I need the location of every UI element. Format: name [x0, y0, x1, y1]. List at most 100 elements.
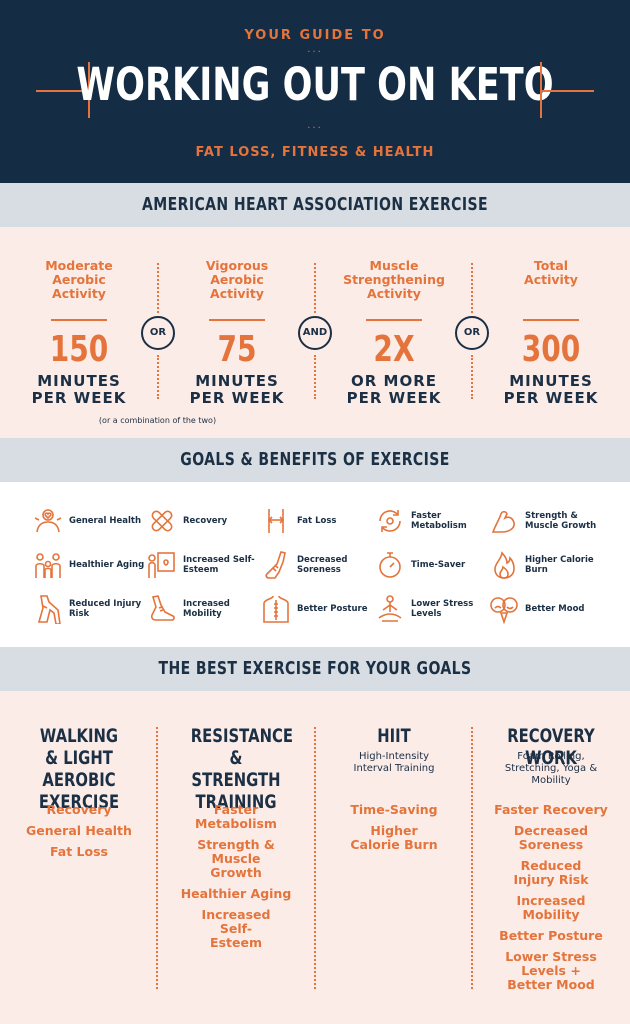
goal-label: Increased Mobility: [183, 599, 230, 619]
goal-item: Strength & Muscle Growth: [489, 506, 609, 536]
aha-label: Muscle Strengthening Activity: [343, 258, 445, 301]
best-item: General Health: [26, 823, 132, 838]
bandage-icon: [151, 510, 173, 532]
section-bar-goals: GOALS & BENEFITS OF EXERCISE: [0, 438, 630, 482]
goal-item: Decreased Soreness: [261, 550, 381, 580]
column-divider: [157, 263, 159, 313]
goal-label: Recovery: [183, 516, 228, 526]
best-column-subtitle: High-Intensity Interval Training: [353, 751, 435, 774]
column-divider: [471, 727, 473, 989]
connector-or-badge: OR: [141, 316, 175, 350]
knee-icon: [37, 595, 61, 624]
connector-and-badge: AND: [298, 316, 332, 350]
combination-note: (or a combination of the two): [98, 416, 217, 425]
goal-item: Reduced Injury Risk: [33, 594, 153, 624]
section-heading-goals: GOALS & BENEFITS OF EXERCISE: [180, 449, 450, 470]
stopwatch-icon: [379, 552, 401, 578]
aha-unit: MINUTES PER WEEK: [189, 372, 285, 407]
aha-label: Moderate Aerobic Activity: [45, 258, 113, 301]
best-item: Increased Mobility: [516, 893, 586, 922]
best-column-list: Faster Metabolism Strength & Muscle Grow…: [158, 803, 314, 957]
goal-label: Healthier Aging: [69, 560, 145, 570]
section-heading-best: THE BEST EXERCISE FOR YOUR GOALS: [158, 658, 472, 679]
aha-unit: MINUTES PER WEEK: [31, 372, 127, 407]
goals-benefits-grid: General Health Recovery Fat Loss Faster …: [0, 482, 630, 647]
faces-icon: [490, 597, 518, 624]
goal-label: Lower Stress Levels: [411, 599, 474, 619]
column-divider: [156, 727, 158, 989]
goal-label: Faster Metabolism: [411, 511, 467, 531]
column-divider: [314, 727, 316, 989]
section-bar-aha: AMERICAN HEART ASSOCIATION EXERCISE RECO…: [0, 183, 630, 259]
best-column-title: HIIT: [377, 725, 411, 747]
best-column-list: Recovery General Health Fat Loss: [1, 803, 157, 866]
header-tick-left: [88, 62, 90, 118]
goal-item: Healthier Aging: [33, 550, 153, 580]
best-column-title: RECOVERY WORK: [507, 725, 595, 769]
header-rule-left: [36, 90, 88, 92]
best-item: Higher Calorie Burn: [350, 823, 438, 852]
goal-label: General Health: [69, 516, 142, 526]
goal-label: Strength & Muscle Growth: [525, 511, 597, 531]
shoe-icon: [150, 595, 175, 621]
best-item: Faster Recovery: [494, 802, 608, 817]
best-item: Lower Stress Levels + Better Mood: [505, 949, 597, 992]
aha-unit: MINUTES PER WEEK: [503, 372, 599, 407]
aha-value: 300: [521, 329, 581, 370]
goal-item: Better Posture: [261, 594, 381, 624]
header-dots-bottom: ...: [307, 120, 323, 131]
aha-underline: [209, 319, 265, 321]
goal-label: Higher Calorie Burn: [525, 555, 594, 575]
best-column-title: RESISTANCE & STRENGTH TRAINING: [190, 725, 293, 813]
best-item: Fat Loss: [49, 844, 108, 859]
column-divider: [314, 355, 316, 399]
section-bar-best: THE BEST EXERCISE FOR YOUR GOALS: [0, 647, 630, 691]
goal-label: Reduced Injury Risk: [69, 599, 142, 619]
column-divider: [314, 263, 316, 313]
leg-icon: [265, 551, 286, 579]
best-item: Strength & Muscle Growth: [197, 837, 275, 880]
best-item: Better Posture: [499, 928, 603, 943]
best-column-title: WALKING & LIGHT AEROBIC EXERCISE: [38, 725, 120, 813]
goal-label: Better Posture: [297, 604, 368, 614]
best-item: Time-Saving: [350, 802, 438, 817]
column-divider: [471, 355, 473, 399]
aha-unit: OR MORE PER WEEK: [346, 372, 442, 407]
column-divider: [471, 263, 473, 313]
goal-item: Higher Calorie Burn: [489, 550, 609, 580]
best-item: Decreased Soreness: [513, 823, 589, 852]
metabolism-icon: [379, 510, 401, 532]
best-column-subtitle: Foam Rolling, Stretching, Yoga & Mobilit…: [504, 751, 598, 786]
best-item: Healthier Aging: [180, 886, 292, 901]
goal-label: Decreased Soreness: [297, 555, 348, 575]
waist-measure-icon: [267, 509, 285, 533]
goal-item: Increased Self-Esteem: [147, 550, 267, 580]
goal-label: Increased Self-Esteem: [183, 555, 255, 575]
goal-item: Fat Loss: [261, 506, 381, 536]
meditation-icon: [378, 595, 402, 622]
aha-value: 150: [49, 329, 109, 370]
aha-underline: [51, 319, 107, 321]
header-kicker: YOUR GUIDE TO: [244, 28, 386, 43]
connector-or-badge: OR: [455, 316, 489, 350]
aha-underline: [366, 319, 422, 321]
goal-item: Faster Metabolism: [375, 506, 495, 536]
aha-label: Total Activity: [524, 258, 578, 287]
column-divider: [157, 355, 159, 399]
best-item: Reduced Injury Risk: [513, 858, 589, 887]
goal-item: General Health: [33, 506, 153, 536]
best-item: Faster Metabolism: [195, 802, 277, 831]
page-title: WORKING OUT ON KETO: [76, 58, 554, 111]
best-item: Increased Self-Esteem: [201, 907, 271, 950]
person-heart-icon: [34, 509, 62, 533]
aha-recommendations: Moderate Aerobic Activity 150 MINUTES PE…: [0, 227, 630, 438]
header-dots-top: ...: [307, 44, 323, 55]
goal-item: Better Mood: [489, 594, 609, 624]
best-column-list: Faster Recovery Decreased Soreness Reduc…: [473, 803, 629, 999]
spine-back-icon: [263, 595, 289, 623]
best-exercise-section: WALKING & LIGHT AEROBIC EXERCISE Recover…: [0, 691, 630, 1024]
mirror-icon: [148, 552, 175, 578]
goal-label: Time-Saver: [411, 560, 466, 570]
aha-label: Vigorous Aerobic Activity: [205, 258, 269, 301]
best-item: Recovery: [46, 802, 112, 817]
